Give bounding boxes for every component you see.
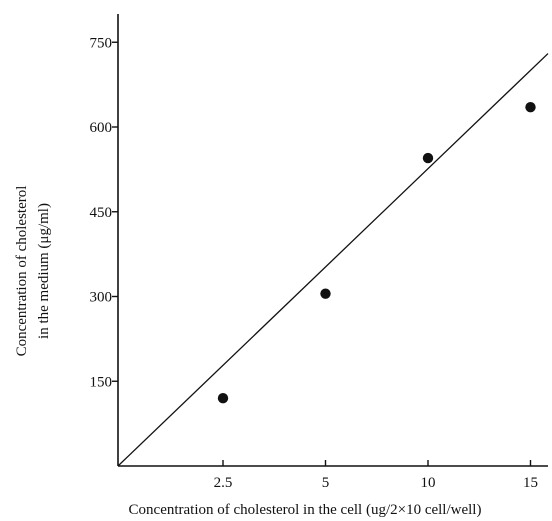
y-tick-label-450: 450 bbox=[90, 205, 113, 221]
axes bbox=[117, 14, 548, 467]
y-tick-label-150: 150 bbox=[90, 374, 113, 390]
y-tick-label-750: 750 bbox=[90, 35, 113, 51]
ticks: 150 300 450 600 750 2.5 5 10 15 bbox=[90, 35, 539, 491]
x-axis-title: Concentration of cholesterol in the cell… bbox=[129, 502, 482, 518]
x-tick-label-15: 15 bbox=[523, 475, 538, 491]
y-axis-title-line-2: in the medium (μg/ml) bbox=[36, 203, 52, 339]
data-point-10 bbox=[422, 152, 434, 164]
y-axis-title-line-1: Concentration of cholesterol bbox=[14, 186, 30, 357]
x-tick-label-10: 10 bbox=[421, 475, 436, 491]
y-tick-label-600: 600 bbox=[90, 120, 113, 136]
fit-line-group bbox=[117, 53, 549, 467]
data-point-15 bbox=[525, 102, 536, 113]
x-tick-label-5: 5 bbox=[322, 475, 330, 491]
y-axis-title-group: Concentration of cholesterol in the medi… bbox=[14, 186, 52, 357]
data-points bbox=[217, 102, 536, 404]
data-point-2.5 bbox=[217, 393, 229, 404]
data-point-5 bbox=[320, 288, 331, 299]
fit-line bbox=[117, 53, 549, 467]
y-tick-label-300: 300 bbox=[90, 290, 113, 306]
x-tick-label-2.5: 2.5 bbox=[214, 475, 233, 491]
